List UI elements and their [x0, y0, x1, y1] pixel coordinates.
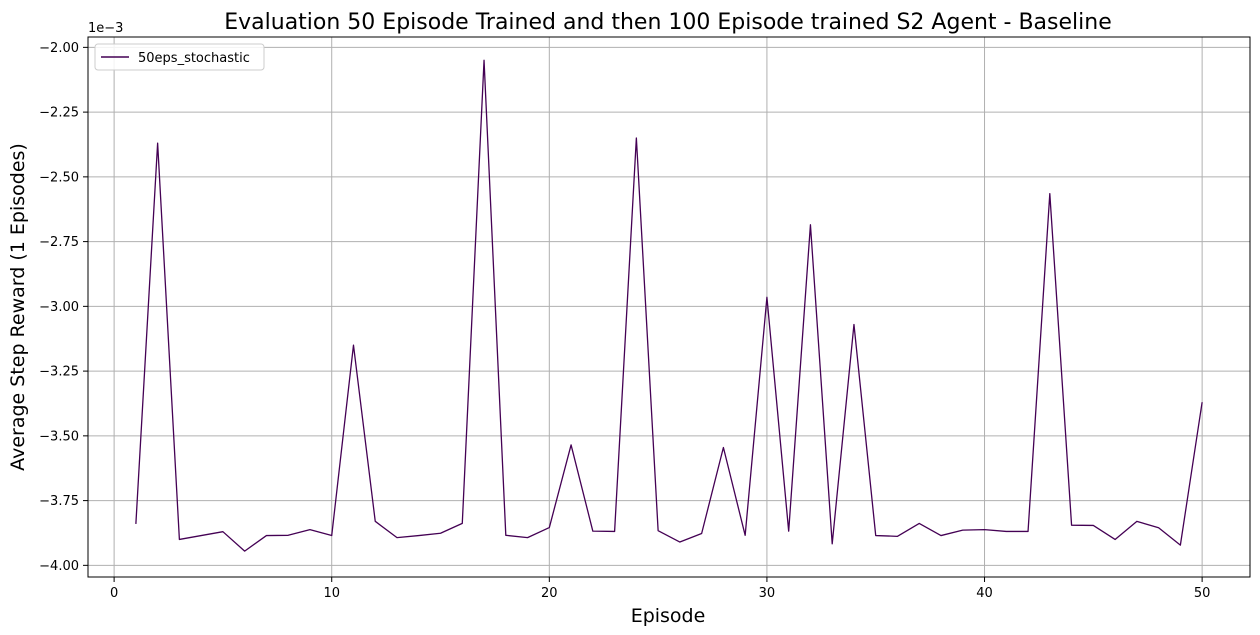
- y-tick-label: −3.75: [39, 494, 79, 509]
- chart-title: Evaluation 50 Episode Trained and then 1…: [224, 10, 1112, 35]
- x-tick-label: 30: [759, 586, 776, 601]
- y-tick-label: −4.00: [39, 559, 79, 574]
- grid-lines: [88, 37, 1250, 577]
- x-tick-label: 10: [323, 586, 340, 601]
- series-lines: [135, 59, 1203, 552]
- y-axis-offset-text: 1e−3: [88, 21, 123, 36]
- x-tick-label: 0: [110, 586, 118, 601]
- legend-entry: 50eps_stochastic: [138, 51, 250, 66]
- y-tick-label: −3.50: [39, 429, 79, 444]
- y-tick-label: −2.75: [39, 235, 79, 250]
- y-tick-label: −2.00: [39, 41, 79, 56]
- y-tick-label: −3.00: [39, 300, 79, 315]
- x-tick-label: 50: [1194, 586, 1211, 601]
- y-axis: −4.00 −3.75 −3.50 −3.25 −3.00 −2.75 −2.50 −2.25…: [39, 41, 88, 574]
- legend: 50eps_stochastic: [94, 43, 265, 71]
- x-axis: 0 10 20 30 40 50: [110, 577, 1210, 601]
- x-tick-label: 40: [976, 586, 993, 601]
- x-axis-label: Episode: [631, 605, 706, 627]
- y-tick-label: −3.25: [39, 365, 79, 380]
- y-tick-label: −2.50: [39, 170, 79, 185]
- legend-box: [94, 43, 265, 71]
- series-line: [135, 59, 1203, 552]
- x-tick-label: 20: [541, 586, 558, 601]
- y-tick-label: −2.25: [39, 106, 79, 121]
- plot-frame: [87, 36, 1251, 578]
- y-axis-label: Average Step Reward (1 Episodes): [7, 143, 29, 471]
